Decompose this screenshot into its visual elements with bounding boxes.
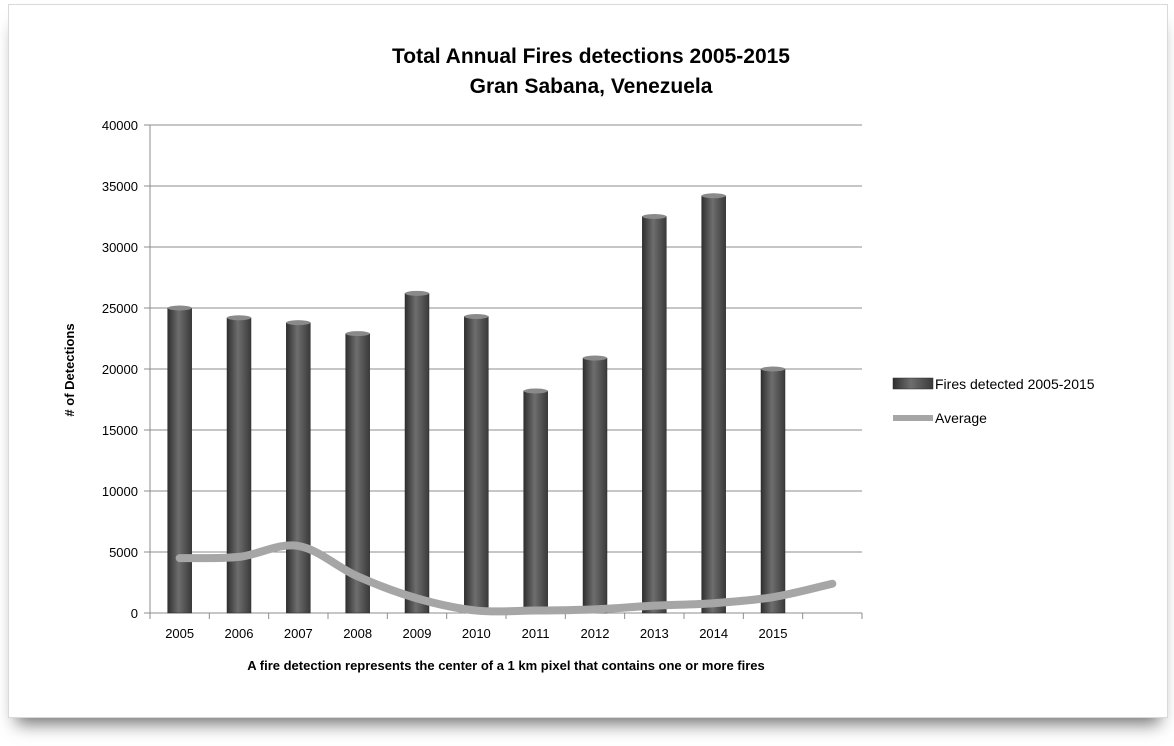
y-axis-label: # of Detections — [62, 323, 77, 416]
y-tick-label: 40000 — [102, 118, 138, 133]
bar-2005 — [167, 307, 192, 614]
x-tick-label: 2008 — [343, 626, 372, 641]
bar-cap-2010 — [464, 314, 489, 320]
y-tick-label: 30000 — [102, 240, 138, 255]
chart-subtitle: Gran Sabana, Venezuela — [470, 75, 713, 98]
x-tick-label: 2007 — [284, 626, 313, 641]
x-tick-label: 2012 — [581, 626, 610, 641]
y-tick-label: 35000 — [102, 179, 138, 194]
bar-2010 — [464, 316, 489, 614]
legend-swatch-fires — [892, 377, 934, 390]
bar-cap-2012 — [583, 355, 607, 361]
y-tick-label: 20000 — [102, 362, 138, 377]
bar-2007 — [286, 322, 311, 614]
bar-2013 — [642, 216, 667, 614]
series-line-average — [175, 541, 837, 616]
y-tick-label: 15000 — [102, 423, 138, 438]
bar-cap-2009 — [405, 290, 429, 296]
y-tick-label: 25000 — [102, 301, 138, 316]
bar-2008 — [345, 333, 370, 614]
x-tick-label: 2015 — [759, 626, 788, 641]
x-tick-label: 2010 — [462, 626, 491, 641]
bar-2012 — [582, 357, 608, 614]
x-tick-label: 2005 — [165, 626, 194, 641]
y-tick-label: 5000 — [109, 545, 138, 560]
x-tick-label: 2014 — [699, 626, 728, 641]
x-tick-label: 2009 — [403, 626, 432, 641]
bar-cap-2005 — [167, 305, 192, 311]
bar-cap-2007 — [286, 320, 311, 326]
bar-cap-2013 — [642, 214, 667, 219]
bar-cap-2008 — [345, 331, 370, 337]
bar-cap-2015 — [761, 366, 785, 372]
x-tick-label: 2011 — [522, 626, 550, 641]
y-tick-label: 0 — [131, 606, 138, 621]
x-tick-label: 2013 — [640, 626, 669, 641]
chart-title: Total Annual Fires detections 2005-2015 — [392, 45, 790, 68]
bar-cap-2006 — [227, 315, 251, 321]
bar-cap-2011 — [523, 388, 548, 394]
bar-2015 — [760, 368, 786, 614]
bar-2009 — [404, 293, 430, 614]
y-tick-label: 10000 — [102, 484, 138, 499]
bar-2006 — [226, 317, 252, 614]
bar-2014 — [701, 195, 726, 614]
bar-2011 — [523, 390, 548, 614]
x-tick-label: 2006 — [225, 626, 254, 641]
bar-cap-2014 — [701, 193, 726, 199]
x-axis-label: A fire detection represents the center o… — [247, 658, 765, 673]
legend-label-average: Average — [935, 410, 987, 426]
legend-label-fires: Fires detected 2005-2015 — [935, 376, 1095, 392]
